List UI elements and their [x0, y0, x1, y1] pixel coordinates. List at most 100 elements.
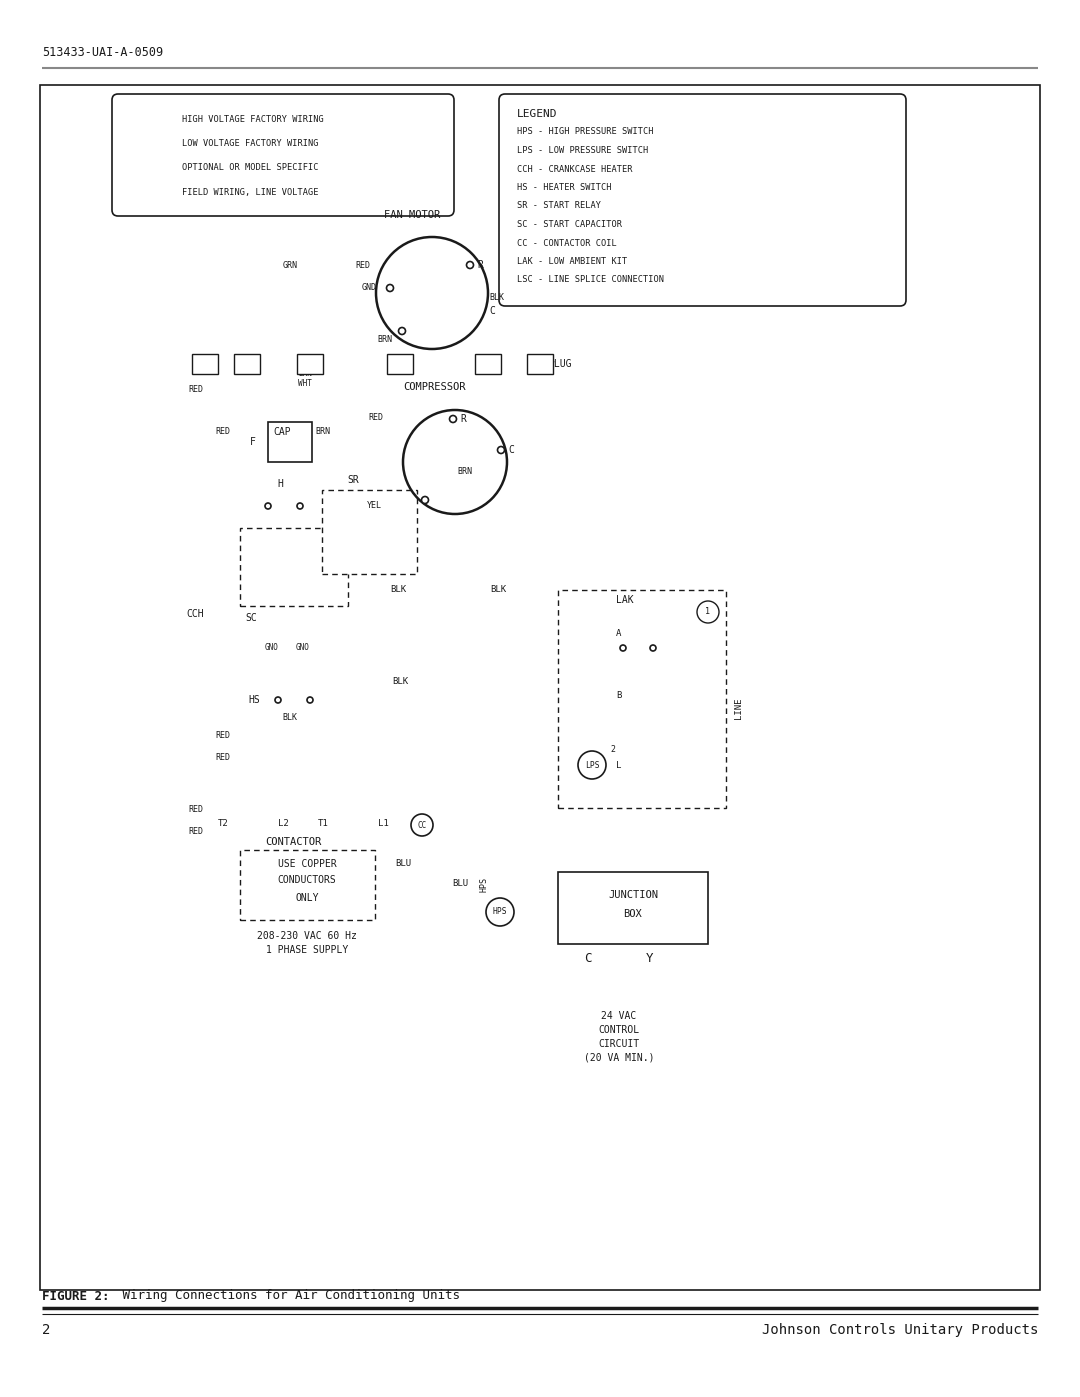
Text: FIGURE 2:: FIGURE 2: — [42, 1289, 109, 1302]
Text: T1: T1 — [318, 819, 328, 827]
Text: R: R — [477, 260, 483, 270]
Text: BLK: BLK — [392, 678, 408, 686]
Text: F: F — [249, 437, 256, 447]
Circle shape — [399, 327, 405, 334]
Text: HS - HEATER SWITCH: HS - HEATER SWITCH — [517, 183, 611, 191]
Text: BLK: BLK — [283, 714, 297, 722]
Bar — [192, 353, 218, 374]
Bar — [322, 490, 417, 574]
Text: HPS: HPS — [480, 876, 488, 891]
Text: SC - START CAPACITOR: SC - START CAPACITOR — [517, 219, 622, 229]
Text: A: A — [616, 630, 621, 638]
Text: BLU: BLU — [395, 859, 411, 868]
Text: ONLY: ONLY — [295, 893, 319, 902]
Text: RED: RED — [188, 806, 203, 814]
Text: 2: 2 — [610, 746, 615, 754]
Text: PLUG: PLUG — [548, 359, 571, 369]
Text: OPTIONAL OR MODEL SPECIFIC: OPTIONAL OR MODEL SPECIFIC — [183, 163, 319, 172]
Circle shape — [297, 503, 303, 509]
Text: YEL: YEL — [367, 500, 382, 510]
FancyBboxPatch shape — [499, 94, 906, 306]
Bar — [475, 353, 501, 374]
Text: GNO: GNO — [296, 644, 310, 652]
Text: WHT: WHT — [298, 379, 312, 387]
Text: BLK: BLK — [489, 292, 504, 302]
Text: SC: SC — [245, 613, 257, 623]
Text: L1: L1 — [378, 819, 389, 827]
Text: 1 PHASE SUPPLY: 1 PHASE SUPPLY — [266, 944, 348, 956]
Text: RED: RED — [355, 260, 370, 270]
Text: B: B — [616, 692, 621, 700]
Bar — [558, 872, 708, 944]
Text: FIELD WIRING, LINE VOLTAGE: FIELD WIRING, LINE VOLTAGE — [183, 187, 319, 197]
Circle shape — [307, 697, 313, 703]
Circle shape — [467, 261, 473, 268]
Text: 5: 5 — [244, 359, 249, 369]
Text: 24 VAC: 24 VAC — [602, 1011, 636, 1021]
Text: GNO: GNO — [265, 644, 279, 652]
Circle shape — [275, 697, 281, 703]
Text: 1: 1 — [705, 608, 711, 616]
Text: LPS: LPS — [584, 760, 599, 770]
Text: RED: RED — [215, 753, 230, 763]
Text: S: S — [411, 509, 417, 518]
Text: LINE: LINE — [733, 697, 743, 718]
Text: 208-230 VAC 60 Hz: 208-230 VAC 60 Hz — [257, 930, 356, 942]
Text: RED: RED — [215, 731, 230, 739]
Text: 3: 3 — [308, 359, 313, 369]
Bar — [234, 353, 260, 374]
Text: BRN: BRN — [457, 468, 472, 476]
Text: (20 VA MIN.): (20 VA MIN.) — [584, 1053, 654, 1063]
Text: CONDUCTORS: CONDUCTORS — [278, 875, 336, 886]
Text: RED: RED — [368, 414, 383, 422]
Text: CCH: CCH — [186, 609, 204, 619]
Text: BRN: BRN — [315, 427, 330, 436]
Text: 6: 6 — [202, 359, 207, 369]
Text: LSC - LINE SPLICE CONNECTION: LSC - LINE SPLICE CONNECTION — [517, 275, 664, 285]
Text: CONTACTOR: CONTACTOR — [265, 837, 321, 847]
Circle shape — [265, 503, 271, 509]
Text: T2: T2 — [218, 819, 229, 827]
FancyBboxPatch shape — [112, 94, 454, 217]
Text: LEGEND: LEGEND — [517, 109, 557, 119]
Text: CC: CC — [417, 820, 427, 830]
Circle shape — [387, 285, 393, 292]
Bar — [268, 422, 312, 462]
Text: HS: HS — [248, 694, 260, 705]
Bar — [40, 85, 1040, 1289]
Text: CIRCUIT: CIRCUIT — [598, 1039, 639, 1049]
Text: CC - CONTACTOR COIL: CC - CONTACTOR COIL — [517, 239, 617, 247]
Bar — [527, 353, 553, 374]
Text: LAK - LOW AMBIENT KIT: LAK - LOW AMBIENT KIT — [517, 257, 627, 265]
Text: C: C — [584, 953, 592, 965]
Text: RED: RED — [188, 827, 203, 837]
Text: L2: L2 — [278, 819, 288, 827]
Text: RED: RED — [188, 386, 203, 394]
Text: USE COPPER: USE COPPER — [278, 859, 336, 869]
Text: 513433-UAI-A-0509: 513433-UAI-A-0509 — [42, 46, 163, 59]
Bar — [240, 528, 348, 606]
Text: FAN MOTOR: FAN MOTOR — [383, 210, 441, 219]
Text: BLK: BLK — [390, 585, 406, 595]
Bar — [297, 353, 323, 374]
Bar — [387, 353, 413, 374]
Text: 2: 2 — [485, 359, 490, 369]
Text: CAP: CAP — [273, 427, 291, 437]
Text: H: H — [278, 479, 283, 489]
Text: C: C — [489, 306, 495, 316]
Text: BRN: BRN — [298, 369, 312, 379]
Bar — [558, 590, 726, 807]
Text: BOX: BOX — [623, 909, 643, 919]
Text: R: R — [460, 414, 465, 425]
Text: BLK: BLK — [490, 585, 507, 595]
Text: LAK: LAK — [616, 595, 634, 605]
Text: 1: 1 — [538, 359, 542, 369]
Text: L: L — [616, 760, 621, 770]
Circle shape — [421, 496, 429, 503]
Circle shape — [620, 645, 626, 651]
Text: 4: 4 — [397, 359, 403, 369]
Text: 2: 2 — [42, 1323, 51, 1337]
Text: COMPRESSOR: COMPRESSOR — [404, 381, 467, 393]
Text: SR: SR — [347, 475, 359, 485]
Text: SR - START RELAY: SR - START RELAY — [517, 201, 600, 211]
